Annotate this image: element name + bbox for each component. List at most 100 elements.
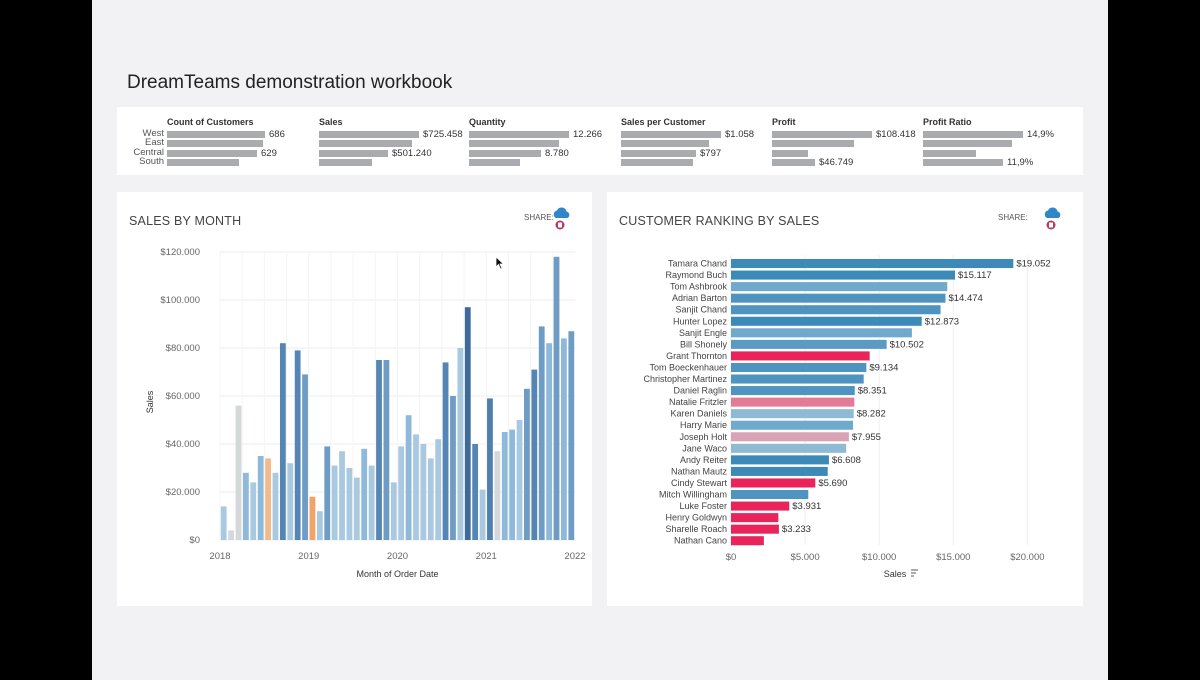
y-tick-label: $100.000 — [160, 295, 200, 306]
customer-bar — [731, 478, 816, 488]
kpi-bar[interactable] — [772, 159, 815, 166]
customer-bar — [731, 536, 764, 546]
customer-bar — [731, 305, 941, 315]
kpi-bar[interactable] — [167, 159, 239, 166]
kpi-card[interactable]: Count of Customers 686 629 — [167, 107, 307, 175]
kpi-bar[interactable] — [621, 140, 709, 147]
customer-value-label: $5.690 — [818, 478, 847, 489]
customer-value-label: $8.351 — [858, 386, 887, 397]
kpi-card[interactable]: Sales $725.458 $501.240 — [319, 107, 463, 175]
customer-name-label: Sharelle Roach — [665, 524, 727, 534]
region-label: East — [144, 137, 164, 148]
kpi-bar[interactable] — [469, 131, 569, 138]
month-bar — [250, 482, 257, 540]
month-bar — [346, 468, 353, 540]
kpi-card[interactable]: Profit $108.418 $46.749 — [772, 107, 916, 175]
month-bar — [524, 388, 530, 540]
kpi-value-label: 14,9% — [1027, 129, 1054, 140]
kpi-value-label: $46.749 — [819, 157, 854, 168]
month-bar — [390, 482, 397, 540]
kpi-bar[interactable] — [469, 159, 520, 166]
customer-bar — [731, 490, 809, 500]
month-bar — [487, 398, 493, 540]
customer-name-label: Mitch Willingham — [659, 490, 727, 500]
kpi-bar[interactable] — [923, 140, 1012, 147]
month-bar — [546, 343, 553, 540]
kpi-bar[interactable] — [319, 150, 388, 157]
sort-icon[interactable] — [911, 569, 918, 577]
customer-name-label: Natalie Fritzler — [669, 397, 727, 407]
kpi-title: Sales per Customer — [621, 117, 706, 127]
kpi-bar[interactable] — [167, 131, 265, 138]
kpi-strip: West East Central South Count of Customers 68… — [117, 107, 1083, 175]
customer-bar — [731, 466, 828, 476]
kpi-title: Quantity — [469, 117, 506, 127]
kpi-value-label: 686 — [269, 129, 285, 140]
y-axis-title: Sales — [145, 390, 155, 413]
x-axis-title: Sales — [884, 569, 907, 579]
kpi-bar[interactable] — [923, 131, 1023, 138]
y-tick-label: $80.000 — [166, 343, 200, 354]
customer-name-label: Cindy Stewart — [671, 478, 728, 488]
customer-name-label: Sanjit Chand — [675, 305, 727, 315]
customer-value-label: $19.052 — [1016, 259, 1050, 270]
customer-name-label: Harry Marie — [680, 420, 727, 430]
customer-name-label: Nathan Cano — [674, 536, 727, 546]
customer-name-label: Joseph Holt — [679, 432, 727, 442]
kpi-bar[interactable] — [167, 150, 257, 157]
kpi-bar[interactable] — [772, 131, 872, 138]
kpi-bar[interactable] — [319, 131, 419, 138]
kpi-bar[interactable] — [772, 140, 854, 147]
month-bar — [383, 360, 390, 540]
kpi-bar[interactable] — [772, 150, 808, 157]
month-bar — [531, 369, 538, 540]
kpi-card[interactable]: Sales per Customer $1.058 $797 — [621, 107, 761, 175]
month-bar — [376, 360, 382, 540]
kpi-value-label: $501.240 — [392, 148, 432, 159]
kpi-bar[interactable] — [319, 140, 412, 147]
share-label: SHARE: — [524, 213, 554, 222]
month-bar — [294, 350, 301, 540]
customer-bar — [731, 351, 870, 361]
kpi-bar[interactable] — [923, 159, 1003, 166]
month-bar — [398, 446, 405, 540]
customer-bar — [731, 316, 922, 326]
month-bar — [509, 429, 516, 540]
customer-bar — [731, 270, 956, 280]
month-bar — [272, 472, 279, 540]
customer-value-label: $15.117 — [958, 270, 992, 281]
month-bar — [413, 434, 419, 540]
customer-value-label: $6.608 — [832, 455, 861, 466]
customer-name-label: Karen Daniels — [670, 409, 727, 419]
customer-bar — [731, 328, 912, 338]
customer-name-label: Christopher Martinez — [643, 374, 727, 384]
sales-by-month-chart: $0 $20.000 $40.000 $60.000 $80.000 $100.000 $1… — [145, 247, 586, 579]
kpi-card[interactable]: Profit Ratio 14,9% 11,9% — [923, 107, 1063, 175]
share-cloud-icon[interactable] — [1042, 206, 1064, 232]
kpi-bar[interactable] — [167, 140, 263, 147]
kpi-bar[interactable] — [621, 150, 696, 157]
dashboard-canvas: DreamTeams demonstration workbook West Ea… — [92, 0, 1108, 680]
customer-bar — [731, 443, 847, 453]
customer-bar — [731, 501, 790, 511]
month-bar — [435, 439, 442, 540]
x-tick-label: $15.000 — [936, 552, 970, 563]
y-tick-label: $60.000 — [166, 391, 200, 402]
customer-bar — [731, 386, 855, 396]
kpi-bar[interactable] — [621, 131, 721, 138]
share-cloud-icon[interactable] — [551, 206, 573, 232]
month-bar — [501, 432, 508, 540]
customer-name-label: Hunter Lopez — [673, 316, 728, 326]
month-bar — [302, 374, 308, 540]
customer-value-label: $10.502 — [890, 339, 924, 350]
kpi-card[interactable]: Quantity 12.266 8.780 — [469, 107, 609, 175]
kpi-bar[interactable] — [469, 150, 541, 157]
kpi-bar[interactable] — [469, 140, 559, 147]
kpi-bar[interactable] — [621, 159, 693, 166]
kpi-bar[interactable] — [923, 150, 976, 157]
kpi-bar[interactable] — [319, 159, 372, 166]
month-bar — [220, 506, 227, 540]
x-tick-label: $20.000 — [1010, 552, 1044, 563]
sales-by-month-panel: SALES BY MONTH SHARE: $0 $20.000 $40.000 $6… — [117, 192, 592, 606]
customer-name-label: Tom Ashbrook — [670, 282, 728, 292]
